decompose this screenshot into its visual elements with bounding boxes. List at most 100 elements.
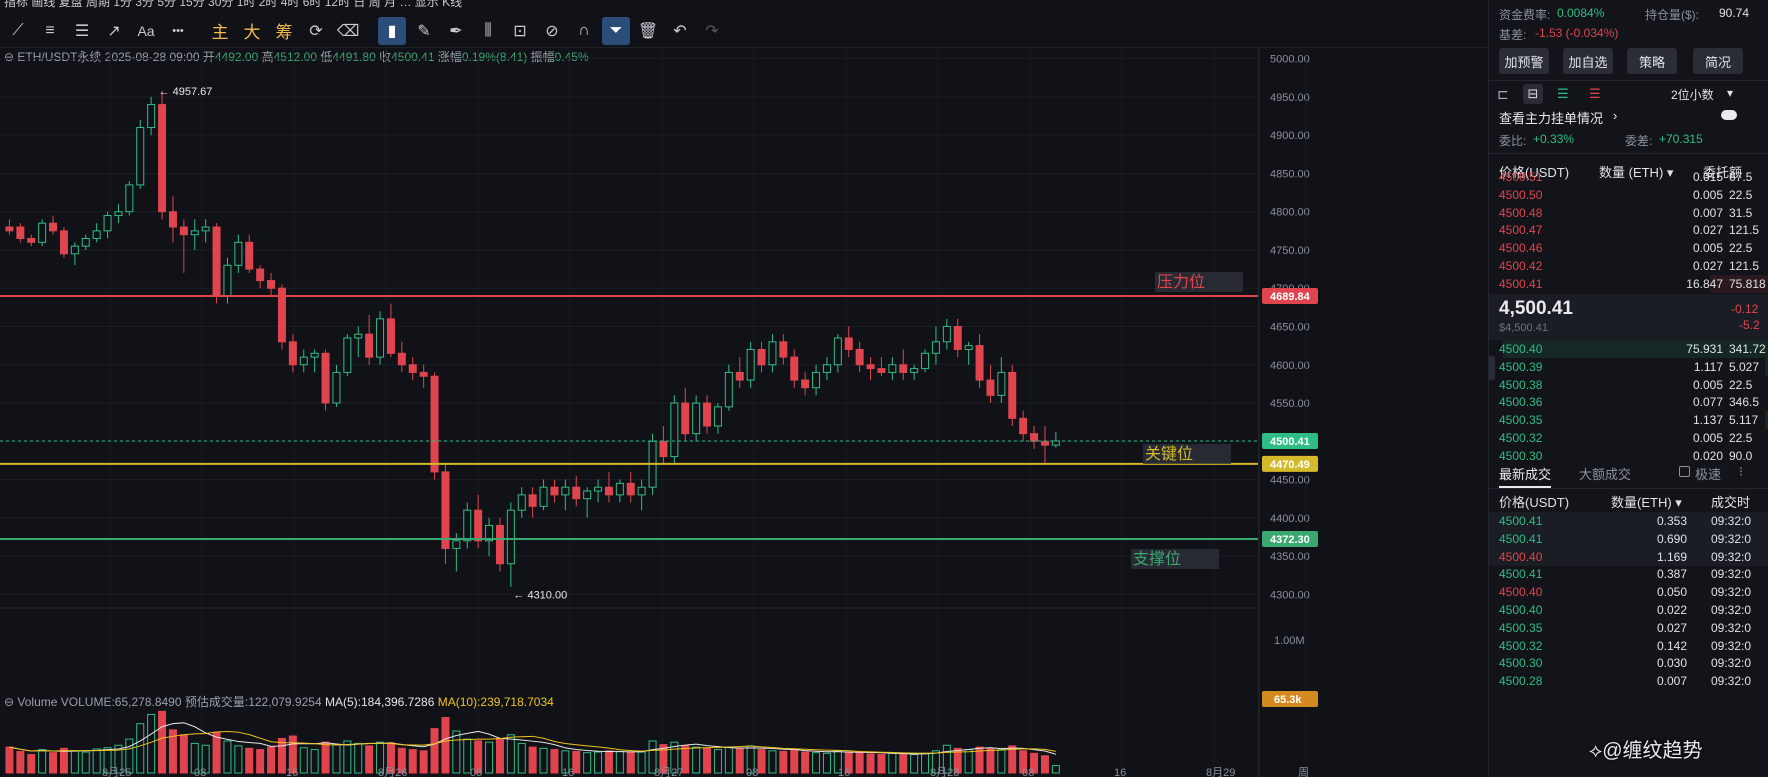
book-view-icon[interactable]: ⊟ bbox=[1523, 84, 1543, 104]
candle-body[interactable] bbox=[321, 352, 330, 404]
both-view-icon[interactable]: ⊏ bbox=[1497, 86, 1509, 102]
tr-qty-header[interactable]: 数量(ETH) ▾ bbox=[1611, 492, 1682, 511]
candle-body[interactable] bbox=[147, 104, 156, 129]
candle-body[interactable] bbox=[953, 326, 962, 350]
candle-body[interactable] bbox=[670, 402, 679, 458]
candle-body[interactable] bbox=[1030, 433, 1039, 442]
candle-body[interactable] bbox=[877, 368, 886, 373]
candle-body[interactable] bbox=[310, 352, 319, 358]
candle-body[interactable] bbox=[964, 345, 973, 350]
candle-body[interactable] bbox=[212, 226, 221, 297]
candle-body[interactable] bbox=[692, 402, 701, 435]
candle-body[interactable] bbox=[866, 364, 875, 370]
ray-icon[interactable]: ↗ bbox=[107, 22, 121, 40]
candle-body[interactable] bbox=[474, 509, 483, 542]
tab-large-trades[interactable]: 大额成交 bbox=[1579, 467, 1632, 482]
more-tools-icon[interactable]: ••• bbox=[172, 24, 184, 37]
chevron-down-icon[interactable]: ▾ bbox=[1727, 86, 1734, 100]
candle-body[interactable] bbox=[626, 482, 635, 496]
watchlist-button[interactable]: 加自选 bbox=[1563, 48, 1613, 74]
candle-body[interactable] bbox=[1019, 417, 1028, 435]
candle-body[interactable] bbox=[790, 356, 799, 381]
bookmark-icon[interactable]: ▮ bbox=[378, 16, 406, 45]
bid-row[interactable]: 4500.30 0.020 90.0 bbox=[1489, 447, 1768, 465]
candle-body[interactable] bbox=[724, 371, 733, 408]
candle-body[interactable] bbox=[365, 333, 374, 358]
speed-checkbox[interactable] bbox=[1679, 466, 1690, 477]
alert-button[interactable]: 加预警 bbox=[1499, 48, 1549, 74]
candle-body[interactable] bbox=[844, 337, 853, 350]
tab-latest-trades[interactable]: 最新成交 bbox=[1499, 464, 1552, 488]
magnet-icon[interactable]: ∩ bbox=[578, 21, 590, 39]
candle-body[interactable] bbox=[168, 211, 177, 228]
bid-row[interactable]: 4500.36 0.077 346.5 bbox=[1489, 393, 1768, 411]
edit-icon[interactable]: ⊘ bbox=[545, 22, 559, 40]
ob-qty-header[interactable]: 数量 (ETH) ▾ bbox=[1599, 162, 1673, 181]
candle-body[interactable] bbox=[288, 341, 297, 366]
horizontal-line-icon[interactable]: ≡ bbox=[45, 21, 55, 39]
candle-body[interactable] bbox=[822, 364, 831, 373]
candle-body[interactable] bbox=[1040, 440, 1049, 446]
decimal-select[interactable]: 2位小数 bbox=[1671, 88, 1714, 102]
candle-body[interactable] bbox=[419, 371, 428, 377]
candle-body[interactable] bbox=[942, 326, 951, 343]
candle-body[interactable] bbox=[550, 486, 559, 496]
candle-body[interactable] bbox=[136, 127, 145, 186]
ruler-icon[interactable]: ✎ bbox=[417, 22, 431, 40]
ask-row[interactable]: 4500.51 0.015 67.5 bbox=[1489, 168, 1768, 186]
candle-body[interactable] bbox=[92, 230, 101, 239]
candle-body[interactable] bbox=[921, 352, 930, 370]
annotation-box[interactable] bbox=[1155, 272, 1243, 293]
candle-body[interactable] bbox=[70, 245, 79, 255]
candle-body[interactable] bbox=[899, 364, 908, 373]
candle-body[interactable] bbox=[986, 379, 995, 396]
candle-body[interactable] bbox=[223, 264, 232, 297]
main-indicator-toggle[interactable]: 主 bbox=[211, 23, 229, 42]
candle-body[interactable] bbox=[354, 333, 363, 339]
candle-body[interactable] bbox=[38, 222, 47, 243]
panel-collapse-handle[interactable] bbox=[1489, 356, 1495, 380]
candle-body[interactable] bbox=[103, 215, 112, 232]
filter-icon[interactable]: ⏷ bbox=[602, 16, 630, 45]
ask-row[interactable]: 4500.47 0.027 121.5 bbox=[1489, 221, 1768, 239]
candle-body[interactable] bbox=[49, 222, 58, 232]
overview-button[interactable]: 简况 bbox=[1693, 48, 1743, 74]
large-order-toggle[interactable]: 大 bbox=[243, 23, 261, 42]
lock-icon[interactable]: ⊡ bbox=[513, 22, 527, 40]
candle-body[interactable] bbox=[1008, 371, 1017, 419]
candle-body[interactable] bbox=[713, 406, 722, 427]
candle-body[interactable] bbox=[125, 184, 134, 213]
bid-row[interactable]: 4500.32 0.005 22.5 bbox=[1489, 429, 1768, 447]
candle-body[interactable] bbox=[594, 486, 603, 492]
candle-body[interactable] bbox=[201, 226, 210, 232]
text-tool-icon[interactable]: Aa bbox=[137, 22, 155, 39]
candle-body[interactable] bbox=[179, 226, 188, 236]
candle-body[interactable] bbox=[234, 241, 243, 266]
candle-body[interactable] bbox=[245, 241, 254, 270]
candle-body[interactable] bbox=[997, 371, 1006, 396]
candle-body[interactable] bbox=[681, 402, 690, 435]
candle-body[interactable] bbox=[190, 230, 199, 236]
ask-view-icon[interactable]: ☰ bbox=[1589, 86, 1601, 101]
candle-body[interactable] bbox=[539, 486, 548, 507]
candle-body[interactable] bbox=[267, 280, 276, 289]
bid-row[interactable]: 4500.39 1.117 5.027 bbox=[1489, 357, 1768, 376]
candle-body[interactable] bbox=[528, 494, 537, 507]
candle-body[interactable] bbox=[343, 337, 352, 373]
candle-body[interactable] bbox=[746, 348, 755, 381]
candle-body[interactable] bbox=[833, 337, 842, 366]
candle-body[interactable] bbox=[397, 352, 406, 366]
candle-body[interactable] bbox=[114, 211, 123, 217]
trend-line-icon[interactable]: ⟋ bbox=[12, 21, 24, 39]
candle-body[interactable] bbox=[158, 104, 167, 213]
candle-body[interactable] bbox=[910, 368, 919, 373]
candle-style-icon[interactable]: ⫼ bbox=[484, 21, 492, 39]
candle-body[interactable] bbox=[735, 371, 744, 381]
candle-body[interactable] bbox=[855, 348, 864, 366]
ask-row[interactable]: 4500.46 0.005 22.5 bbox=[1489, 239, 1768, 257]
collapse-icon[interactable]: ⊖ bbox=[4, 50, 15, 64]
candle-body[interactable] bbox=[59, 230, 68, 255]
ask-row[interactable]: 4500.48 0.007 31.5 bbox=[1489, 204, 1768, 222]
trash-icon[interactable]: 🗑 bbox=[637, 22, 659, 40]
eraser-icon[interactable]: ⌫ bbox=[336, 22, 360, 40]
